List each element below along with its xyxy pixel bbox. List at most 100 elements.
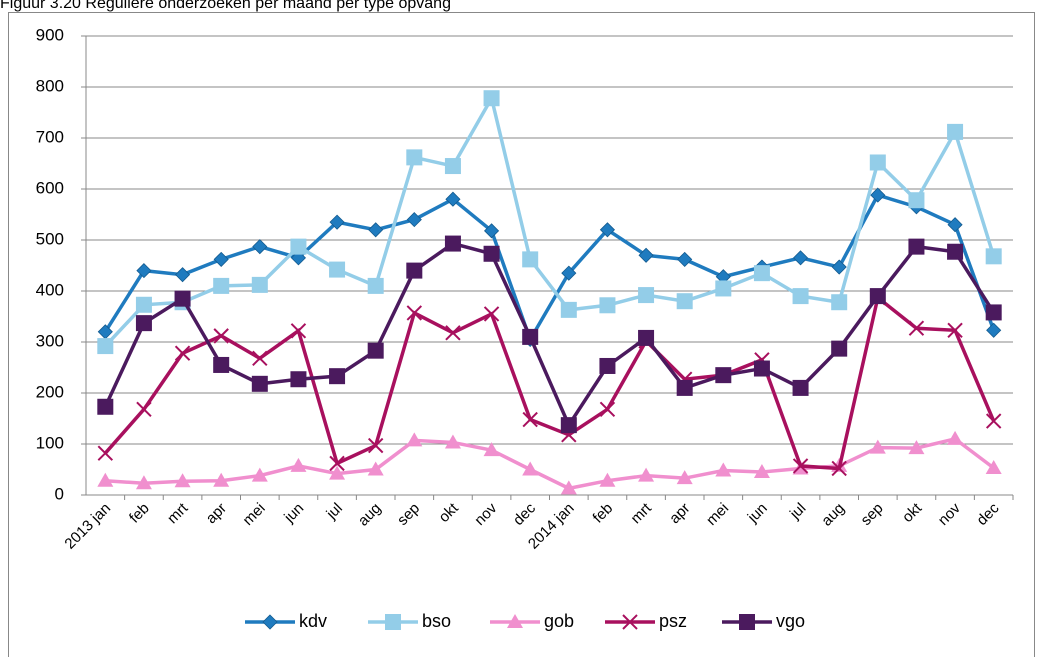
data-point — [908, 238, 925, 255]
data-point — [213, 328, 229, 344]
y-tick-label: 100 — [36, 433, 64, 452]
data-point — [985, 248, 1002, 265]
data-point — [445, 325, 461, 341]
data-point — [174, 473, 191, 488]
data-point — [97, 398, 114, 415]
data-point — [483, 223, 500, 239]
data-point — [947, 322, 963, 338]
data-point — [715, 280, 732, 297]
data-point — [174, 345, 191, 361]
data-point — [251, 276, 268, 293]
data-point — [252, 239, 268, 255]
data-point — [329, 465, 346, 480]
data-point — [792, 379, 809, 396]
data-point — [599, 357, 616, 374]
data-point — [135, 315, 152, 332]
data-point — [638, 467, 655, 482]
data-point — [174, 267, 191, 283]
y-tick-label: 700 — [36, 127, 64, 146]
data-point — [445, 191, 461, 207]
legend-label: gob — [544, 611, 574, 631]
data-point — [560, 480, 577, 495]
data-point — [483, 245, 500, 262]
data-point — [831, 294, 848, 311]
data-point — [406, 305, 423, 321]
data-point — [522, 251, 539, 268]
data-point — [985, 459, 1002, 474]
data-point — [869, 439, 886, 454]
data-point — [947, 243, 964, 260]
chart-title: Figuur 3.20 Reguliere onderzoeken per ma… — [0, 0, 451, 12]
data-point — [329, 368, 346, 385]
data-point — [367, 461, 384, 476]
data-point — [444, 158, 461, 175]
y-tick-label: 600 — [36, 178, 64, 197]
data-point — [676, 293, 693, 310]
data-point — [483, 442, 500, 457]
y-tick-label: 400 — [36, 280, 64, 299]
data-point — [97, 472, 114, 487]
data-point — [676, 470, 693, 485]
data-point — [985, 413, 1002, 429]
data-point — [213, 251, 229, 267]
legend-marker — [385, 614, 401, 630]
data-point — [947, 123, 964, 140]
legend-label: psz — [659, 611, 687, 631]
data-point — [444, 235, 461, 252]
data-point — [483, 306, 500, 322]
data-point — [213, 472, 230, 487]
data-point — [329, 261, 346, 278]
data-point — [406, 212, 422, 228]
data-point — [136, 263, 152, 279]
y-tick-label: 900 — [36, 25, 64, 44]
data-point — [947, 430, 964, 445]
data-point — [753, 464, 770, 479]
data-point — [213, 277, 230, 294]
data-point — [560, 417, 577, 434]
data-point — [367, 342, 384, 359]
data-point — [560, 301, 577, 318]
data-point — [753, 265, 770, 282]
data-point — [753, 360, 770, 377]
data-point — [251, 467, 268, 482]
data-point — [406, 262, 423, 279]
data-point — [561, 265, 577, 281]
data-point — [599, 401, 616, 418]
data-point — [870, 187, 886, 203]
legend-marker — [507, 614, 523, 628]
data-point — [444, 434, 461, 449]
series-line — [103, 294, 996, 471]
data-point — [869, 154, 886, 171]
data-point — [908, 320, 925, 336]
data-point — [329, 214, 345, 230]
legend-label: kdv — [299, 611, 327, 631]
data-point — [522, 328, 539, 345]
data-point — [792, 250, 809, 266]
data-point — [831, 460, 847, 477]
series-line — [103, 193, 996, 344]
data-point — [599, 222, 616, 238]
data-point — [97, 338, 114, 355]
data-point — [135, 475, 152, 490]
data-point — [135, 296, 152, 313]
data-point — [136, 401, 152, 418]
data-point — [174, 290, 191, 307]
data-point — [252, 350, 268, 367]
data-point — [599, 297, 616, 314]
y-tick-label: 500 — [36, 229, 64, 248]
data-point — [677, 251, 693, 267]
data-point — [638, 247, 654, 263]
chart-frame — [8, 12, 1035, 662]
data-point — [522, 411, 538, 428]
data-point — [676, 379, 693, 396]
data-point — [329, 455, 345, 472]
data-point — [792, 288, 809, 305]
data-point — [908, 440, 925, 455]
data-point — [638, 287, 655, 304]
data-point — [290, 238, 307, 255]
data-point — [869, 288, 886, 305]
data-point — [251, 375, 268, 392]
legend-label: bso — [422, 611, 451, 631]
